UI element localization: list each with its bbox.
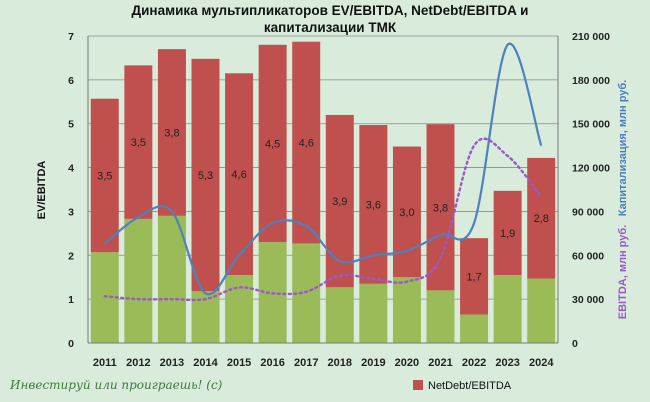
bar-segment-netdebt: [157, 49, 186, 216]
left-tick-label: 6: [68, 75, 74, 87]
bar-segment-netdebt: [527, 157, 556, 279]
x-tick-label: 2011: [93, 357, 117, 369]
bar-data-label: 3,8: [164, 127, 179, 139]
x-axis-ticks: 2011 2012 2013 2014 2015 2016 2017 2018 2019 2020…: [93, 357, 554, 369]
bar-segment-green: [426, 290, 455, 343]
bar-data-label: 1,7: [466, 271, 481, 283]
bar-data-label: 3,8: [433, 202, 448, 214]
x-tick-label: 2014: [193, 357, 218, 369]
bar-data-label: 4,5: [265, 138, 280, 150]
right-tick-label: 0: [572, 338, 578, 350]
left-tick-label: 1: [68, 294, 74, 306]
bar-segment-netdebt: [392, 146, 421, 278]
left-tick-label: 0: [68, 338, 74, 350]
left-axis-ticks: 0 1 2 3 4 5 6 7: [68, 31, 74, 350]
bar-data-label: 3,0: [399, 207, 414, 219]
bar-segment-netdebt: [493, 190, 522, 276]
bar-segment-netdebt: [225, 73, 254, 276]
bar-segment-netdebt: [292, 41, 321, 244]
right-tick-label: 120 000: [572, 163, 610, 175]
bar-segment-netdebt: [325, 114, 354, 288]
x-tick-label: 2023: [495, 357, 519, 369]
left-tick-label: 4: [68, 163, 74, 175]
legend: NetDebt/EBITDA: [413, 380, 512, 392]
bar-data-label: 4,6: [231, 169, 246, 181]
watermark-text: Инвестируй или проиграешь! (с): [9, 378, 223, 392]
bar-segment-netdebt: [258, 44, 287, 243]
bar-data-label: 3,9: [332, 196, 347, 208]
bar-data-label: 4,6: [299, 138, 314, 150]
x-tick-label: 2019: [361, 357, 385, 369]
x-tick-label: 2017: [294, 357, 318, 369]
left-tick-label: 3: [68, 206, 74, 218]
x-tick-label: 2013: [160, 357, 184, 369]
right-tick-label: 90 000: [572, 206, 604, 218]
right-tick-label: 30 000: [572, 294, 604, 306]
bar-data-label: 1,9: [500, 228, 515, 240]
right-tick-label: 150 000: [572, 119, 610, 131]
bar-data-label: 3,5: [131, 137, 146, 149]
lines: [103, 42, 543, 302]
bars: [90, 41, 556, 343]
bar-data-labels: 3,5 3,5 3,8 5,3 4,6 4,5 4,6 3,9 3,6 3,0 3,8 1,7 1,9 2…: [97, 127, 549, 283]
bar-segment-netdebt: [426, 124, 455, 291]
x-tick-label: 2015: [227, 357, 251, 369]
bar-segment-green: [493, 275, 522, 343]
capitalization-line: [104, 42, 543, 296]
right-axis-ticks: 0 30 000 60 000 90 000 120 000 150 000 180 000…: [572, 31, 610, 350]
bar-segment-green: [90, 252, 119, 343]
bar-segment-green: [325, 287, 354, 343]
bar-segment-green: [460, 314, 489, 343]
ebitda-line: [103, 137, 543, 302]
bar-segment-green: [527, 278, 556, 343]
legend-swatch-netdebt: [413, 380, 423, 390]
bar-segment-netdebt: [124, 65, 153, 219]
bar-segment-netdebt: [460, 238, 489, 315]
right-tick-label: 60 000: [572, 250, 604, 262]
bar-segment-green: [359, 283, 388, 343]
legend-label-netdebt: NetDebt/EBITDA: [428, 380, 512, 392]
x-tick-label: 2012: [126, 357, 150, 369]
bar-segment-green: [225, 275, 254, 343]
x-tick-label: 2021: [428, 357, 452, 369]
chart-title-line-2: капитализации ТМК: [264, 20, 397, 35]
x-tick-label: 2016: [260, 357, 284, 369]
left-tick-label: 7: [68, 31, 74, 43]
bar-data-label: 3,5: [97, 170, 112, 182]
x-tick-label: 2022: [462, 357, 486, 369]
x-tick-label: 2018: [328, 357, 352, 369]
bar-data-label: 5,3: [198, 170, 213, 182]
y-axis-label-right: Капитализация, млн руб.: [617, 80, 629, 217]
right-tick-label: 180 000: [572, 75, 610, 87]
chart-title-line-1: Динамика мультипликаторов EV/EBITDA, Net…: [132, 3, 529, 18]
left-tick-label: 2: [68, 250, 74, 262]
right-tick-label: 210 000: [572, 31, 610, 43]
y-axis-label-right-secondary: EBITDA, млн руб.: [617, 225, 629, 319]
bar-data-label: 2,8: [534, 213, 549, 225]
bar-segment-green: [124, 218, 153, 343]
x-tick-label: 2024: [529, 357, 554, 369]
bar-segment-netdebt: [191, 58, 220, 292]
bar-segment-netdebt: [90, 98, 119, 253]
left-tick-label: 5: [68, 119, 74, 131]
bar-data-label: 3,6: [366, 199, 381, 211]
x-tick-label: 2020: [395, 357, 419, 369]
axes: [87, 36, 559, 344]
bar-segment-green: [157, 215, 186, 343]
y-axis-label-left: EV/EBITDA: [36, 161, 48, 220]
bar-segment-green: [392, 277, 421, 343]
